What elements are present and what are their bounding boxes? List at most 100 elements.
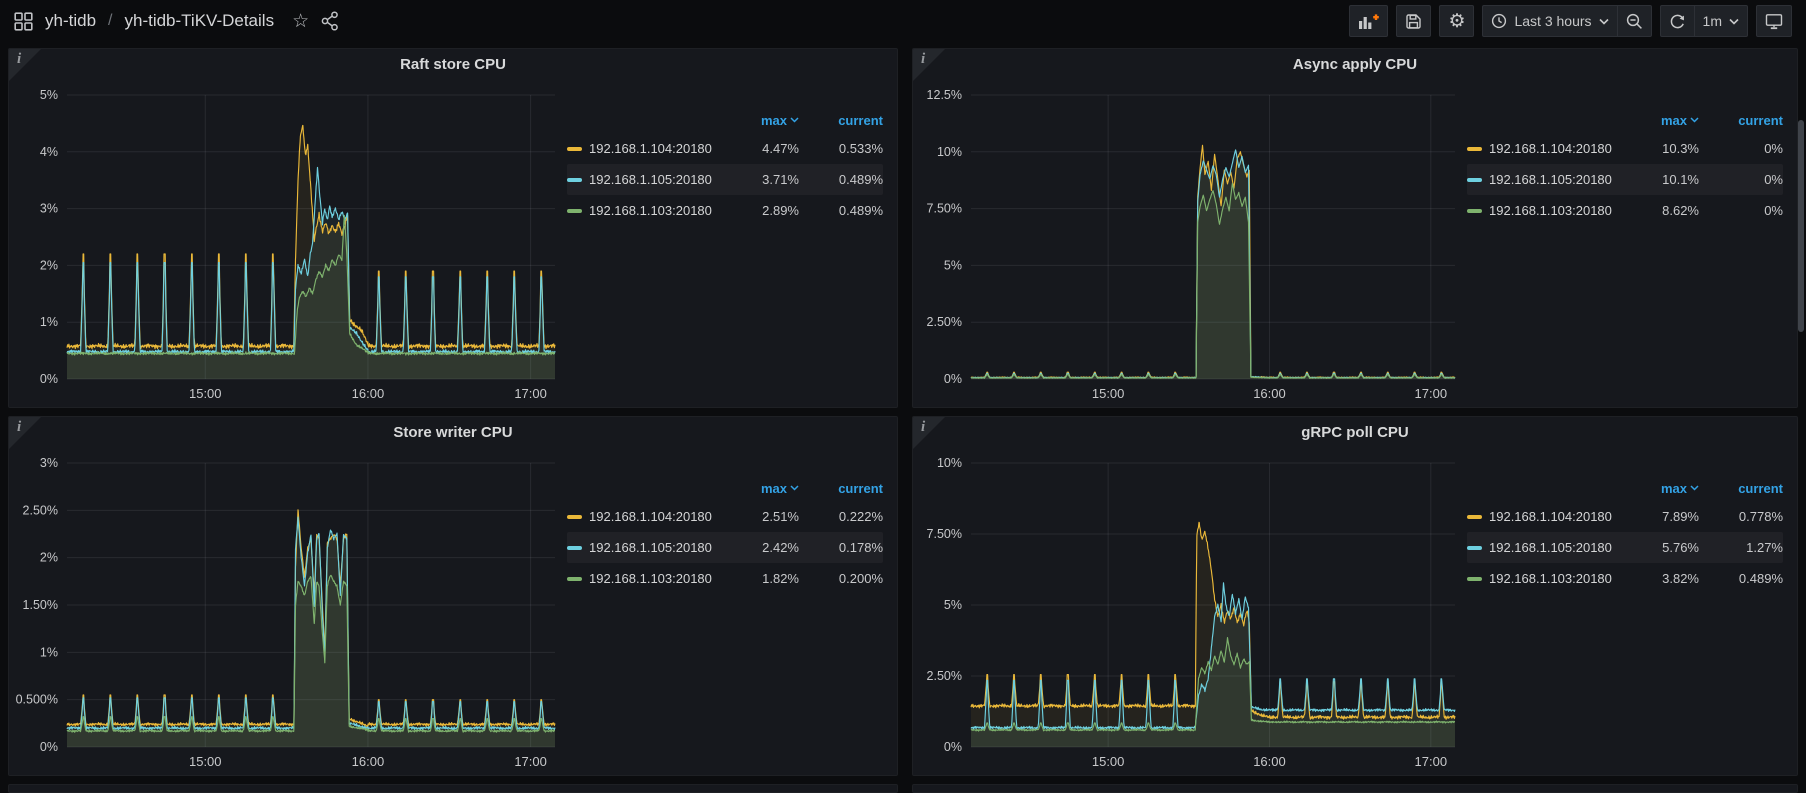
panel-store-writer-cpu: i Store writer CPU 0% 0.500% 1% 1.50% 2% 2.50… bbox=[8, 416, 898, 776]
chevron-down-icon bbox=[790, 117, 799, 123]
breadcrumb-dashboard[interactable]: yh-tidb bbox=[45, 11, 97, 30]
series-max-value: 2.89% bbox=[762, 203, 799, 218]
refresh-interval-picker[interactable]: 1m bbox=[1693, 5, 1748, 37]
next-row-panel-partial bbox=[912, 784, 1798, 793]
panel-title[interactable]: Async apply CPU bbox=[1292, 55, 1418, 73]
series-name: 192.168.1.104:20180 bbox=[1489, 509, 1612, 524]
legend-sort-max[interactable]: max bbox=[735, 113, 799, 128]
legend-header: max current bbox=[1467, 107, 1783, 133]
series-current-value: 0% bbox=[1764, 172, 1783, 187]
chart-svg: 0% 0.500% 1% 1.50% 2% 2.50% 3% 15:00 16:00 17:00 bbox=[16, 456, 556, 769]
panel-info-corner bbox=[913, 49, 945, 81]
series-name: 192.168.1.105:20180 bbox=[589, 172, 712, 187]
series-name: 192.168.1.104:20180 bbox=[589, 509, 712, 524]
legend-series-row[interactable]: 192.168.1.104:20180 10.3% 0% bbox=[1467, 133, 1783, 164]
dashboard-settings-button[interactable]: ⚙ bbox=[1439, 5, 1475, 37]
series-color-swatch bbox=[1467, 545, 1482, 550]
refresh-button[interactable] bbox=[1659, 5, 1694, 37]
time-range-picker[interactable]: Last 3 hours bbox=[1482, 5, 1617, 37]
svg-text:1%: 1% bbox=[40, 315, 58, 329]
legend-sort-current[interactable]: current bbox=[1738, 480, 1783, 496]
time-series-chart[interactable]: 0% 2.50% 5% 7.50% 10% 12.5% 15:00 16:00 17:00 bbox=[913, 79, 1467, 407]
panel-info-corner bbox=[9, 49, 41, 81]
chevron-down-icon bbox=[790, 485, 799, 491]
series-name: 192.168.1.103:20180 bbox=[589, 571, 712, 586]
svg-text:1.50%: 1.50% bbox=[23, 598, 58, 612]
gear-icon: ⚙ bbox=[1448, 10, 1466, 32]
legend-sort-current[interactable]: current bbox=[838, 480, 883, 496]
legend-sort-current[interactable]: current bbox=[838, 112, 883, 128]
svg-text:2.50%: 2.50% bbox=[927, 315, 962, 329]
svg-text:12.5%: 12.5% bbox=[927, 88, 962, 102]
dashboards-grid-icon[interactable] bbox=[14, 11, 33, 31]
refresh-icon bbox=[1670, 14, 1684, 28]
chevron-down-icon bbox=[1729, 18, 1739, 25]
legend: max current 192.168.1.104:20180 10.3% 0% 19… bbox=[1467, 79, 1797, 407]
legend-series-row[interactable]: 192.168.1.105:20180 2.42% 0.178% bbox=[567, 532, 883, 563]
legend-series-row[interactable]: 192.168.1.105:20180 3.71% 0.489% bbox=[567, 164, 883, 195]
cycle-view-mode-button[interactable] bbox=[1756, 5, 1792, 37]
top-nav-bar: yh-tidb / yh-tidb-TiKV-Details ☆ bbox=[0, 0, 1806, 42]
legend-sort-max[interactable]: max bbox=[1635, 481, 1699, 496]
legend-series-row[interactable]: 192.168.1.104:20180 2.51% 0.222% bbox=[567, 501, 883, 532]
page-scrollbar-thumb[interactable] bbox=[1798, 120, 1804, 332]
chevron-down-icon bbox=[1690, 485, 1699, 491]
next-row-panel-partial bbox=[8, 784, 898, 793]
legend-sort-max[interactable]: max bbox=[1635, 113, 1699, 128]
legend-sort-current[interactable]: current bbox=[1738, 112, 1783, 128]
time-series-chart[interactable]: 0% 2.50% 5% 7.50% 10% 15:00 16:00 17:00 bbox=[913, 447, 1467, 775]
svg-text:2%: 2% bbox=[40, 258, 58, 272]
favorite-star-icon[interactable]: ☆ bbox=[292, 10, 310, 32]
legend-series-row[interactable]: 192.168.1.103:20180 3.82% 0.489% bbox=[1467, 563, 1783, 594]
svg-text:0%: 0% bbox=[40, 740, 58, 754]
series-name: 192.168.1.105:20180 bbox=[589, 540, 712, 555]
legend-series-row[interactable]: 192.168.1.105:20180 5.76% 1.27% bbox=[1467, 532, 1783, 563]
svg-text:1%: 1% bbox=[40, 645, 58, 659]
svg-text:17:00: 17:00 bbox=[514, 754, 547, 769]
svg-text:2.50%: 2.50% bbox=[23, 503, 58, 517]
series-max-value: 3.82% bbox=[1662, 571, 1699, 586]
info-icon[interactable]: i bbox=[921, 419, 926, 435]
legend-series-row[interactable]: 192.168.1.104:20180 7.89% 0.778% bbox=[1467, 501, 1783, 532]
info-icon[interactable]: i bbox=[921, 51, 926, 67]
svg-text:5%: 5% bbox=[944, 598, 962, 612]
save-dashboard-button[interactable] bbox=[1396, 5, 1432, 37]
series-color-swatch bbox=[567, 514, 582, 519]
legend-sort-max[interactable]: max bbox=[735, 481, 799, 496]
legend-header: max current bbox=[567, 107, 883, 133]
legend-series-row[interactable]: 192.168.1.103:20180 2.89% 0.489% bbox=[567, 195, 883, 226]
chart-svg: 0% 1% 2% 3% 4% 5% 15:00 16:00 17:00 bbox=[40, 88, 556, 401]
series-name: 192.168.1.105:20180 bbox=[1489, 172, 1612, 187]
svg-text:2.50%: 2.50% bbox=[927, 669, 962, 683]
time-series-chart[interactable]: 0% 1% 2% 3% 4% 5% 15:00 16:00 17:00 bbox=[9, 79, 567, 407]
zoom-out-time-button[interactable] bbox=[1616, 5, 1652, 37]
legend-series-row[interactable]: 192.168.1.105:20180 10.1% 0% bbox=[1467, 164, 1783, 195]
legend: max current 192.168.1.104:20180 4.47% 0.53… bbox=[567, 79, 897, 407]
panel-info-corner bbox=[9, 417, 41, 449]
svg-text:16:00: 16:00 bbox=[1253, 754, 1286, 769]
series-max-value: 8.62% bbox=[1662, 203, 1699, 218]
info-icon[interactable]: i bbox=[17, 51, 22, 67]
panel-title[interactable]: Raft store CPU bbox=[400, 55, 506, 73]
svg-text:16:00: 16:00 bbox=[1253, 386, 1286, 401]
chevron-down-icon bbox=[1598, 18, 1609, 25]
add-panel-button[interactable] bbox=[1349, 5, 1389, 37]
share-icon[interactable] bbox=[321, 11, 339, 31]
breadcrumb-page-title[interactable]: yh-tidb-TiKV-Details bbox=[124, 11, 275, 30]
time-series-chart[interactable]: 0% 0.500% 1% 1.50% 2% 2.50% 3% 15:00 16:00 17:00 bbox=[9, 447, 567, 775]
info-icon[interactable]: i bbox=[17, 419, 22, 435]
svg-text:15:00: 15:00 bbox=[1092, 386, 1125, 401]
panel-raft-store-cpu: i Raft store CPU 0% 1% 2% 3% 4% 5% 15:00 16:00 1… bbox=[8, 48, 898, 408]
legend-series-row[interactable]: 192.168.1.104:20180 4.47% 0.533% bbox=[567, 133, 883, 164]
svg-text:2%: 2% bbox=[40, 551, 58, 565]
svg-text:17:00: 17:00 bbox=[1415, 386, 1448, 401]
panel-title[interactable]: Store writer CPU bbox=[393, 423, 513, 441]
series-max-value: 4.47% bbox=[762, 141, 799, 156]
clock-icon bbox=[1492, 13, 1507, 29]
legend-header: max current bbox=[1467, 475, 1783, 501]
panel-title[interactable]: gRPC poll CPU bbox=[1301, 423, 1409, 441]
series-color-swatch bbox=[567, 208, 582, 213]
series-color-swatch bbox=[1467, 576, 1482, 581]
legend-series-row[interactable]: 192.168.1.103:20180 1.82% 0.200% bbox=[567, 563, 883, 594]
legend-series-row[interactable]: 192.168.1.103:20180 8.62% 0% bbox=[1467, 195, 1783, 226]
